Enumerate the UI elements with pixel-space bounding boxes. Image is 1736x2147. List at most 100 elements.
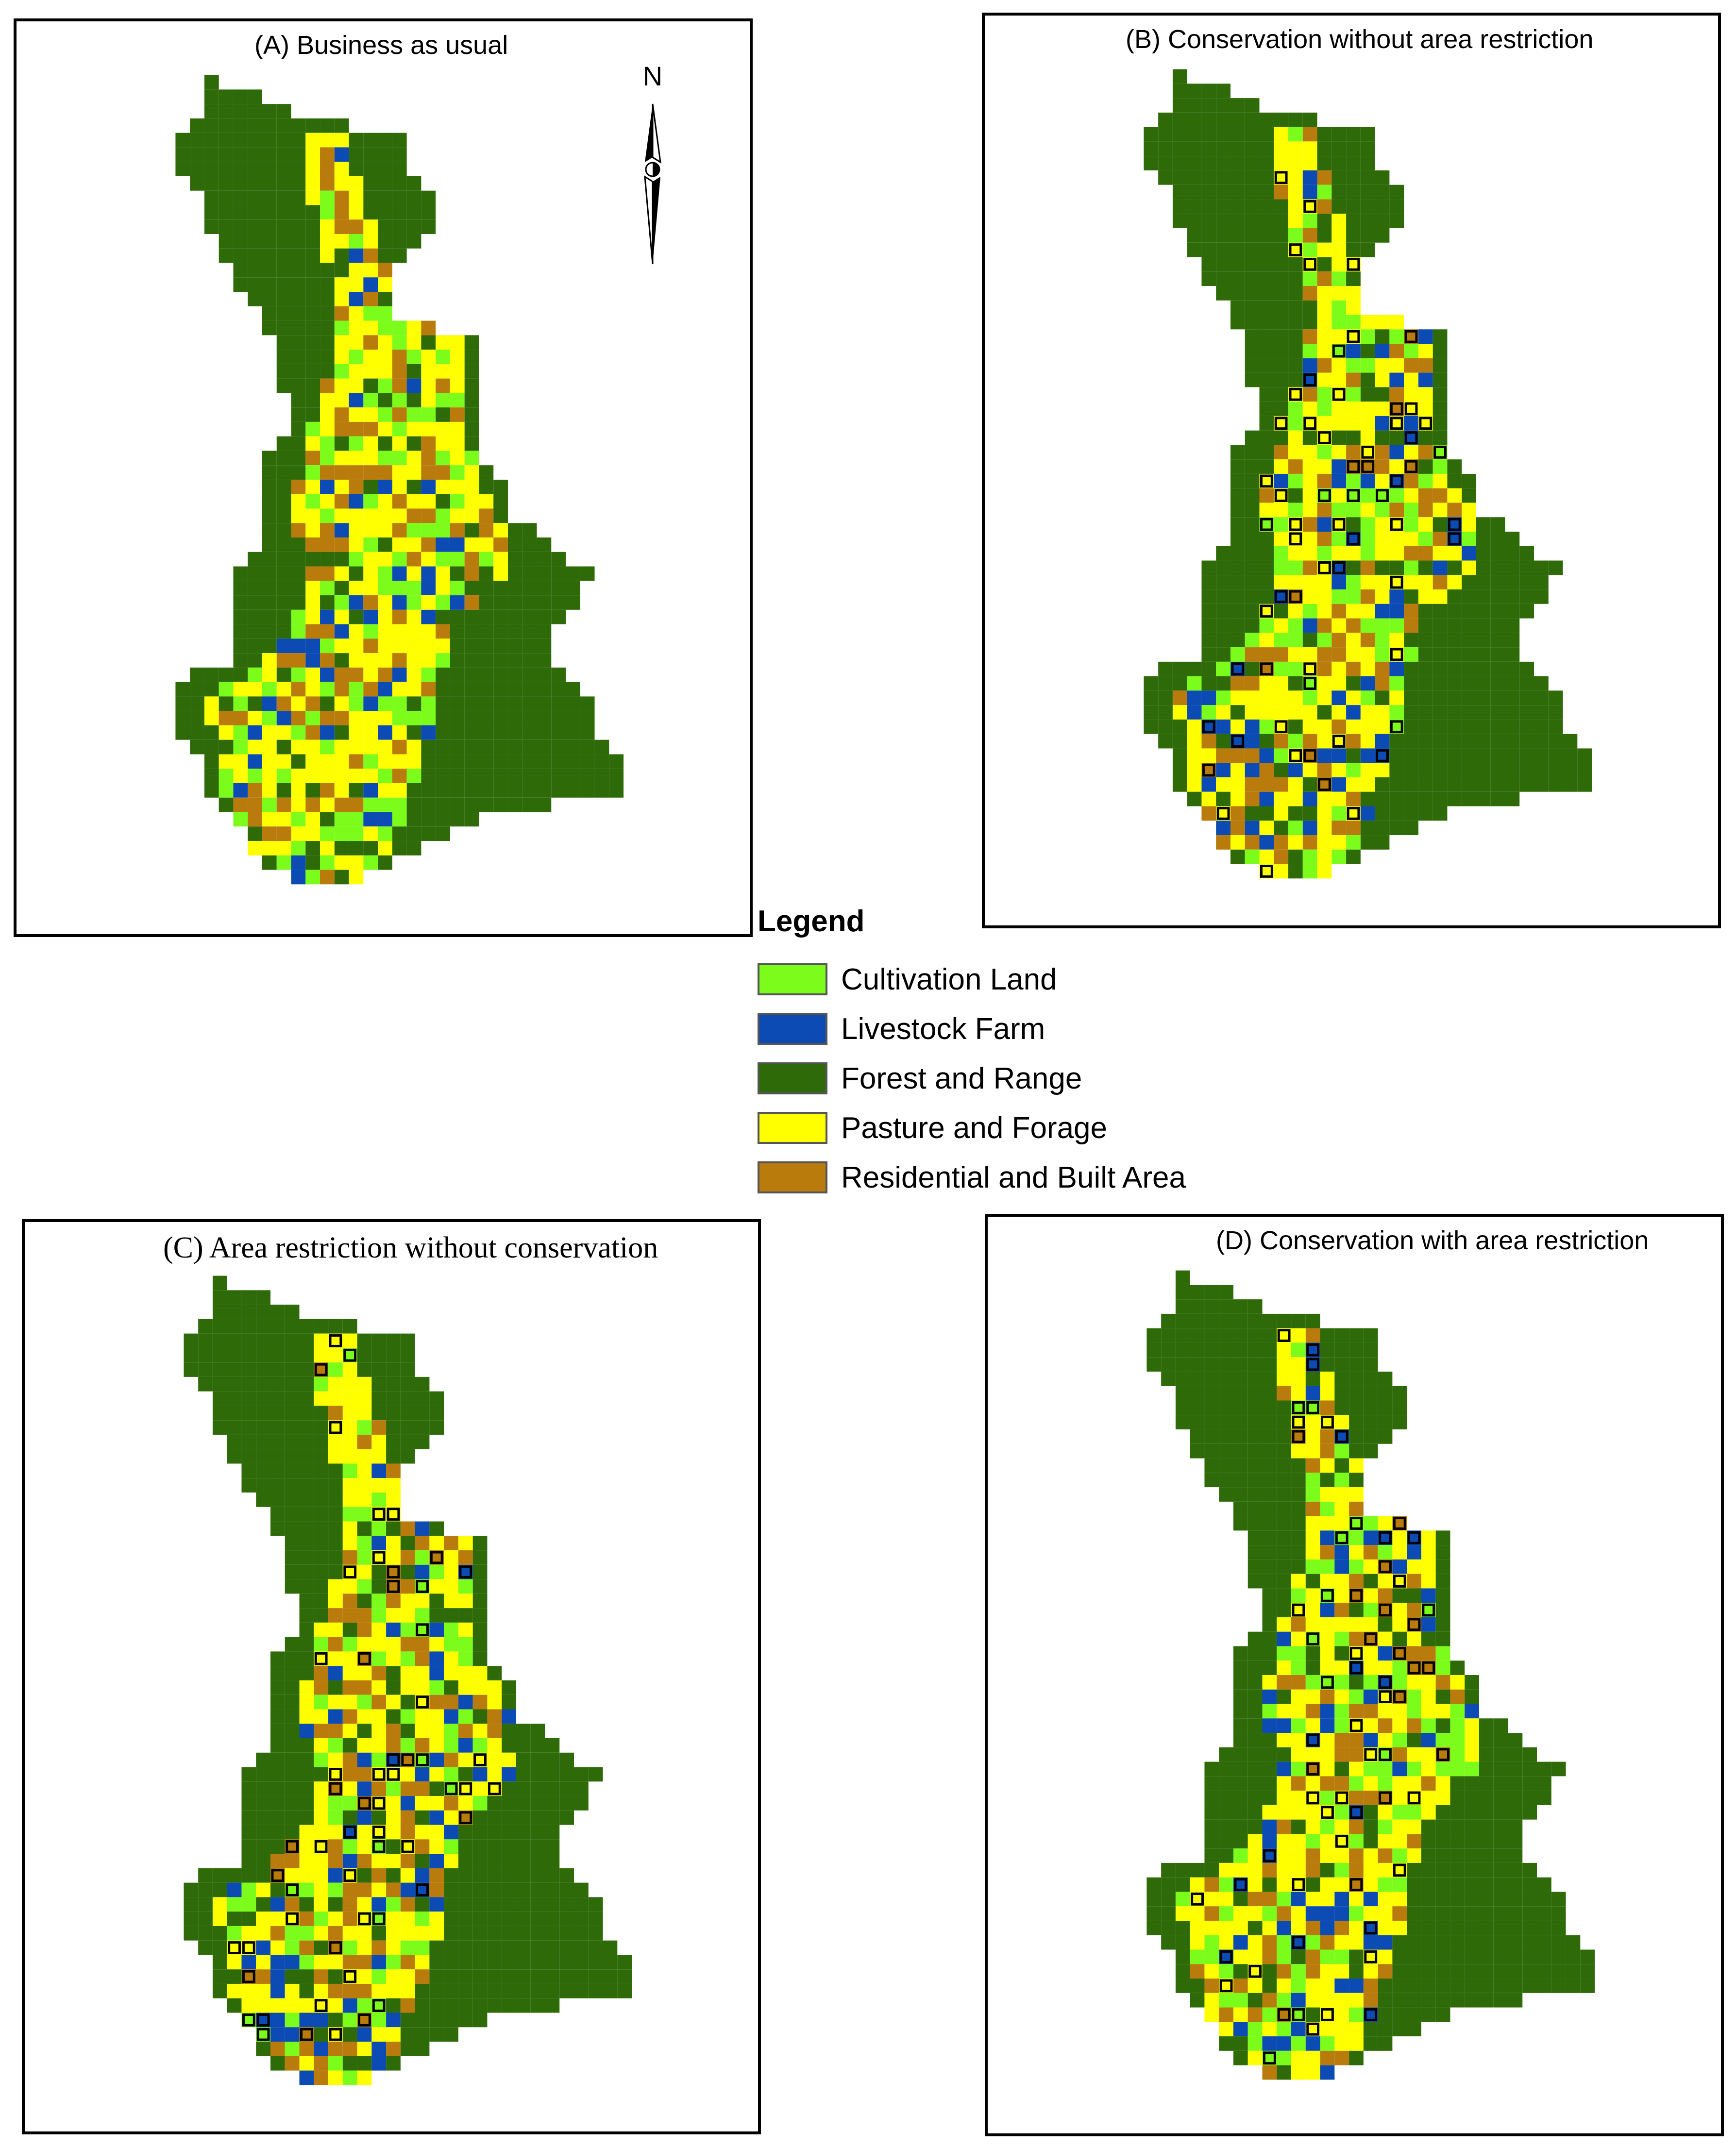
land-cell-forest [1204, 1299, 1219, 1314]
land-cell-forest [1233, 1443, 1248, 1459]
land-cell-forest [1291, 1313, 1306, 1328]
land-cell-forest [320, 335, 335, 350]
land-cell-cultivation [1349, 1689, 1364, 1704]
land-cell-cultivation [1331, 300, 1347, 315]
land-cell-forest [464, 350, 479, 364]
land-cell-residential [357, 1680, 372, 1695]
land-cell-forest [1230, 242, 1245, 257]
land-cell-forest [464, 653, 479, 668]
land-cell-cultivation [1360, 531, 1375, 546]
changed-patch-outline [1332, 735, 1346, 748]
land-cell-forest [429, 1420, 444, 1435]
land-cell-forest [1201, 127, 1216, 142]
land-cell-residential [320, 537, 335, 552]
land-cell-pasture [458, 1680, 473, 1695]
land-cell-forest [1334, 1761, 1349, 1777]
land-cell-livestock [270, 2013, 285, 2028]
land-cell-forest [233, 263, 248, 278]
land-cell-cultivation [1320, 1791, 1335, 1805]
land-cell-pasture [421, 421, 436, 436]
land-cell-forest [1522, 1747, 1537, 1762]
land-cell-forest [1447, 705, 1462, 720]
land-cell-forest [574, 1940, 589, 1955]
land-cell-forest [276, 581, 291, 596]
land-cell-forest [1262, 1400, 1277, 1415]
land-cell-pasture [479, 537, 494, 552]
land-cell-forest [1274, 402, 1289, 416]
land-cell-pasture [1392, 1892, 1407, 1907]
land-cell-cultivation [378, 407, 392, 422]
land-cell-forest [285, 1752, 300, 1767]
land-cell-pasture [464, 479, 479, 494]
land-cell-forest [291, 320, 306, 335]
land-cell-residential [342, 1912, 357, 1926]
land-cell-residential [1404, 618, 1418, 633]
land-cell-forest [305, 378, 320, 393]
land-cell-pasture [314, 1709, 329, 1724]
land-cell-pasture [328, 1912, 343, 1926]
land-cell-forest [276, 176, 291, 191]
land-cell-forest [1216, 604, 1230, 619]
land-cell-livestock [334, 624, 349, 639]
land-cell-forest [1230, 589, 1245, 604]
land-cell-forest [1201, 257, 1216, 272]
land-cell-residential [371, 1781, 387, 1796]
land-cell-pasture [1320, 1646, 1335, 1661]
land-cell-cultivation [1360, 517, 1375, 532]
land-cell-pasture [1360, 402, 1375, 416]
land-cell-forest [1479, 1733, 1494, 1747]
land-cell-pasture [342, 1926, 357, 1941]
land-cell-cultivation [400, 1709, 415, 1724]
land-cell-forest [1519, 705, 1534, 720]
land-cell-forest [198, 1882, 213, 1897]
land-cell-forest [1360, 185, 1375, 200]
land-cell-forest [1247, 1675, 1263, 1690]
land-cell-livestock [363, 609, 378, 624]
land-cell-residential [349, 797, 364, 812]
land-cell-forest [1519, 661, 1534, 676]
land-cell-pasture [1404, 488, 1418, 503]
land-cell-forest [184, 1333, 199, 1348]
land-cell-forest [305, 292, 320, 306]
land-cell-residential [1378, 1718, 1393, 1733]
land-cell-forest [1233, 1386, 1248, 1401]
land-cell-residential [1302, 560, 1317, 575]
land-cell-cultivation [1331, 503, 1347, 518]
land-cell-forest [400, 2042, 415, 2056]
land-cell-forest [1245, 488, 1260, 503]
land-cell-cultivation [328, 2056, 343, 2071]
land-cell-forest [530, 1897, 545, 1912]
changed-patch-outline [1260, 604, 1273, 618]
land-cell-forest [305, 783, 320, 798]
land-cell-forest [1462, 719, 1476, 734]
land-cell-forest [349, 147, 364, 162]
land-cell-forest [464, 624, 479, 639]
land-cell-residential [1418, 445, 1433, 460]
land-cell-forest [1247, 1704, 1263, 1719]
land-cell-cultivation [371, 1752, 387, 1767]
land-cell-forest [1172, 734, 1187, 749]
changed-patch-outline [1219, 1950, 1233, 1963]
land-cell-residential [1389, 344, 1404, 358]
changed-patch-outline [1407, 1791, 1421, 1805]
land-cell-pasture [1305, 1718, 1320, 1733]
land-cell-pasture [406, 682, 421, 697]
land-cell-pasture [1288, 791, 1303, 806]
land-cell-forest [285, 1420, 300, 1435]
land-cell-cultivation [1378, 1545, 1393, 1560]
land-cell-forest [400, 1406, 415, 1421]
land-cell-pasture [1302, 473, 1317, 488]
land-cell-forest [551, 667, 566, 682]
land-cell-forest [1577, 777, 1592, 792]
land-cell-forest [299, 1969, 314, 1984]
land-cell-cultivation [1320, 1819, 1335, 1834]
land-cell-pasture [444, 1564, 458, 1579]
land-cell-pasture [392, 508, 407, 523]
land-cell-pasture [1360, 604, 1375, 619]
land-cell-pasture [334, 277, 349, 292]
land-cell-forest [1277, 1487, 1292, 1502]
land-cell-forest [1462, 575, 1476, 590]
land-cell-forest [1291, 1545, 1306, 1560]
land-cell-forest [1407, 1993, 1421, 2008]
land-cell-forest [458, 1955, 473, 1970]
